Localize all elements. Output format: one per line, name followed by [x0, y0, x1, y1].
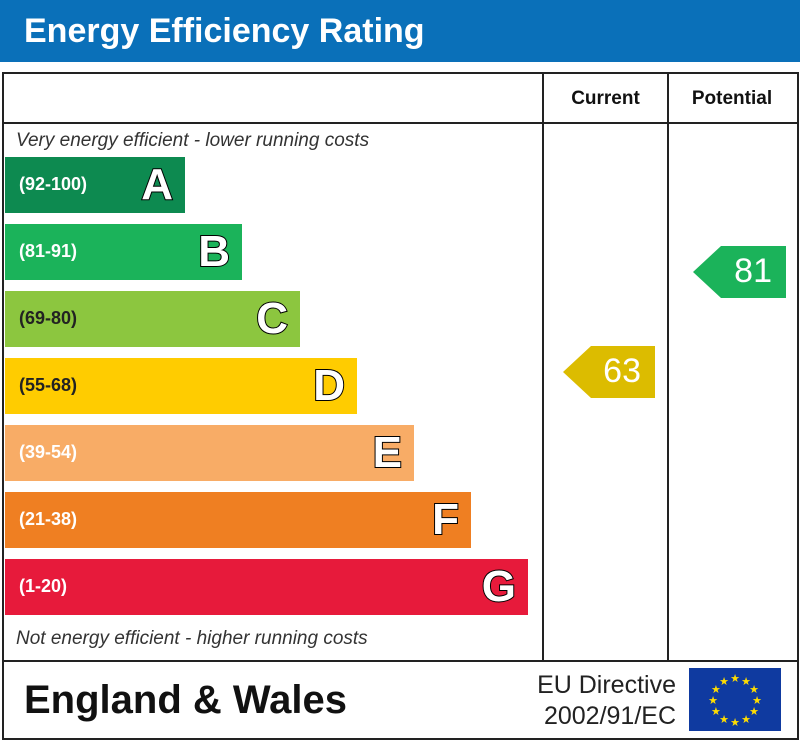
band-f: (21-38) F [5, 492, 471, 548]
potential-header: Potential [691, 88, 773, 109]
band-range: (55-68) [19, 375, 78, 395]
band-a: (92-100) A [5, 157, 185, 213]
potential-rating-value: 81 [734, 252, 772, 290]
eu-directive: EU Directive 2002/91/EC [520, 670, 676, 732]
region-label: England & Wales [24, 678, 348, 722]
star-icon: ★ [752, 695, 762, 707]
band-range: (92-100) [19, 174, 88, 194]
band-range: (69-80) [19, 308, 78, 328]
top-note: Very energy efficient - lower running co… [16, 130, 370, 151]
band-g: (1-20) G [5, 559, 528, 615]
star-icon: ★ [749, 684, 759, 696]
band-letter: B [197, 226, 231, 277]
column-divider [542, 72, 544, 662]
eu-flag-icon: ★ ★ ★ ★ ★ ★ ★ ★ ★ ★ ★ ★ [689, 668, 781, 731]
band-letter: C [255, 293, 289, 344]
column-divider [667, 72, 669, 662]
title-bar: Energy Efficiency Rating [0, 0, 800, 62]
star-icon: ★ [730, 717, 740, 729]
star-icon: ★ [711, 684, 721, 696]
band-b: (81-91) B [5, 224, 242, 280]
directive-line2: 2002/91/EC [543, 702, 676, 730]
header-divider [2, 122, 798, 124]
band-letter: A [140, 159, 174, 210]
current-rating-value: 63 [603, 352, 641, 390]
star-icon: ★ [741, 714, 751, 726]
band-c: (69-80) C [5, 291, 300, 347]
current-rating-arrow: 63 [563, 346, 655, 398]
current-header: Current [571, 88, 640, 109]
band-range: (1-20) [19, 576, 68, 596]
rating-frame [2, 72, 799, 740]
band-letter: F [431, 494, 460, 545]
star-icon: ★ [719, 676, 729, 688]
star-icon: ★ [708, 695, 718, 707]
band-range: (39-54) [19, 442, 78, 462]
star-icon: ★ [719, 714, 729, 726]
chart-title: Energy Efficiency Rating [24, 12, 425, 50]
star-icon: ★ [749, 706, 759, 718]
band-letter: G [481, 561, 517, 612]
footer-divider [2, 660, 798, 662]
star-icon: ★ [730, 673, 740, 685]
star-icon: ★ [741, 676, 751, 688]
band-range: (81-91) [19, 241, 78, 261]
band-letter: D [312, 360, 346, 411]
star-icon: ★ [711, 706, 721, 718]
band-range: (21-38) [19, 509, 78, 529]
band-d: (55-68) D [5, 358, 357, 414]
bottom-note: Not energy efficient - higher running co… [16, 628, 368, 649]
directive-line1: EU Directive [537, 671, 676, 699]
band-letter: E [372, 427, 403, 478]
band-e: (39-54) E [5, 425, 414, 481]
